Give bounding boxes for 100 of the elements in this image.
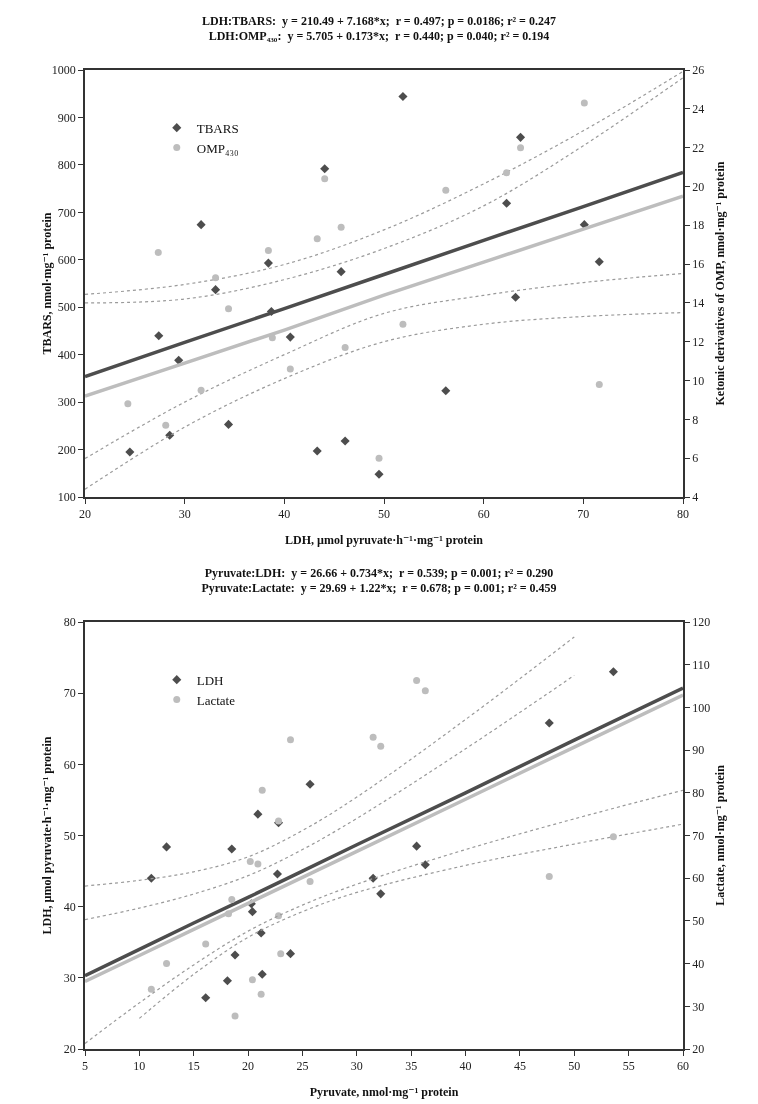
y-tick-label: 30 xyxy=(63,971,76,986)
legend-label: OMP₄₃₀ xyxy=(196,140,239,156)
point xyxy=(256,928,266,938)
point xyxy=(341,344,349,352)
point xyxy=(196,220,206,230)
point xyxy=(211,285,221,295)
point xyxy=(254,860,262,868)
y2-tick-label: 110 xyxy=(692,657,710,672)
y2-tick-label: 40 xyxy=(692,956,705,971)
line-series xyxy=(85,194,683,398)
point xyxy=(248,976,256,984)
y2-tick-label: 22 xyxy=(692,140,705,155)
point xyxy=(263,258,273,268)
x-tick-label: 60 xyxy=(477,507,490,522)
point xyxy=(580,99,588,107)
point xyxy=(228,896,236,904)
x-axis-title: LDH, µmol pyruvate·h⁻¹·mg⁻¹ protein xyxy=(285,532,484,547)
x-tick-label: 25 xyxy=(296,1059,309,1074)
y2-tick-label: 50 xyxy=(692,914,705,929)
point xyxy=(154,331,164,341)
point xyxy=(253,809,263,819)
point xyxy=(340,436,350,446)
y2-tick-label: 60 xyxy=(692,871,705,886)
point xyxy=(595,380,603,388)
point xyxy=(608,667,618,677)
legend-label: TBARS xyxy=(196,120,239,136)
x-tick-label: 20 xyxy=(242,1059,255,1074)
x-tick-label: 55 xyxy=(622,1059,635,1074)
line-series xyxy=(85,170,683,379)
point xyxy=(421,687,429,695)
point xyxy=(125,447,135,457)
y2-tick-label: 18 xyxy=(692,218,705,233)
point xyxy=(306,878,314,886)
point xyxy=(305,779,315,789)
x-tick-label: 20 xyxy=(79,507,91,522)
point xyxy=(246,858,254,866)
point xyxy=(545,872,553,880)
point xyxy=(197,386,205,394)
y-axis-title: TBARS, nmol·mg⁻¹ protein xyxy=(39,212,54,355)
y-tick-label: 300 xyxy=(57,395,76,410)
point xyxy=(202,940,210,948)
y2-tick-label: 4 xyxy=(692,490,699,505)
line-series xyxy=(85,636,575,887)
chart-subtitle: LDH:OMP₄₃₀: y = 5.705 + 0.173*x; r = 0.440; p = 0.040; r² = 0.194 xyxy=(208,29,550,44)
point xyxy=(258,786,266,794)
y-tick-label: 700 xyxy=(57,205,76,220)
point xyxy=(285,332,295,342)
point xyxy=(369,733,377,741)
point xyxy=(257,990,265,998)
x-tick-label: 50 xyxy=(568,1059,581,1074)
point xyxy=(231,1012,239,1020)
x-tick-label: 30 xyxy=(350,1059,363,1074)
point xyxy=(413,677,421,684)
point xyxy=(594,257,604,267)
point xyxy=(222,976,232,986)
point xyxy=(285,949,296,959)
point xyxy=(223,419,234,429)
y2-tick-label: 80 xyxy=(692,786,705,800)
point xyxy=(609,833,617,841)
point xyxy=(201,993,211,1003)
point xyxy=(321,175,329,183)
y2-tick-label: 16 xyxy=(692,257,705,272)
point xyxy=(441,386,451,396)
y-tick-label: 800 xyxy=(57,158,76,173)
point xyxy=(398,92,408,102)
point xyxy=(517,144,525,152)
line-series xyxy=(138,823,683,1019)
point xyxy=(147,985,155,993)
y2-tick-label: 20 xyxy=(692,1042,705,1057)
point xyxy=(503,169,511,177)
chart-title: Pyruvate:LDH: y = 26.66 + 0.734*x; r = 0.539; p = 0.001; r² = 0.290 xyxy=(204,565,554,580)
point xyxy=(336,267,346,277)
point xyxy=(154,248,162,256)
point xyxy=(277,950,285,958)
point xyxy=(286,736,294,744)
x-tick-label: 30 xyxy=(178,507,191,522)
y-tick-label: 600 xyxy=(57,252,76,267)
x-tick-label: 5 xyxy=(82,1059,88,1074)
y2-tick-label: 90 xyxy=(692,743,705,758)
y-tick-label: 1000 xyxy=(51,63,76,78)
point xyxy=(375,454,383,462)
y-tick-label: 500 xyxy=(57,300,76,315)
point xyxy=(272,869,282,879)
x-tick-label: 80 xyxy=(677,507,689,522)
y2-tick-label: 12 xyxy=(692,334,705,349)
point xyxy=(313,235,321,243)
y2-tick-label: 26 xyxy=(692,63,705,78)
legend-label: Lactate xyxy=(196,692,236,708)
y2-tick-label: 100 xyxy=(692,700,711,715)
x-axis-title: Pyruvate, nmol·mg⁻¹ protein xyxy=(309,1084,459,1099)
x-tick-label: 15 xyxy=(187,1059,200,1074)
y-tick-label: 400 xyxy=(57,347,76,362)
point xyxy=(212,274,220,282)
y-tick-label: 200 xyxy=(57,442,76,457)
point xyxy=(412,841,422,851)
x-tick-label: 45 xyxy=(513,1059,526,1074)
point xyxy=(399,320,407,328)
line-series xyxy=(85,789,683,1045)
point xyxy=(264,247,272,254)
y2-tick-label: 8 xyxy=(692,412,699,427)
